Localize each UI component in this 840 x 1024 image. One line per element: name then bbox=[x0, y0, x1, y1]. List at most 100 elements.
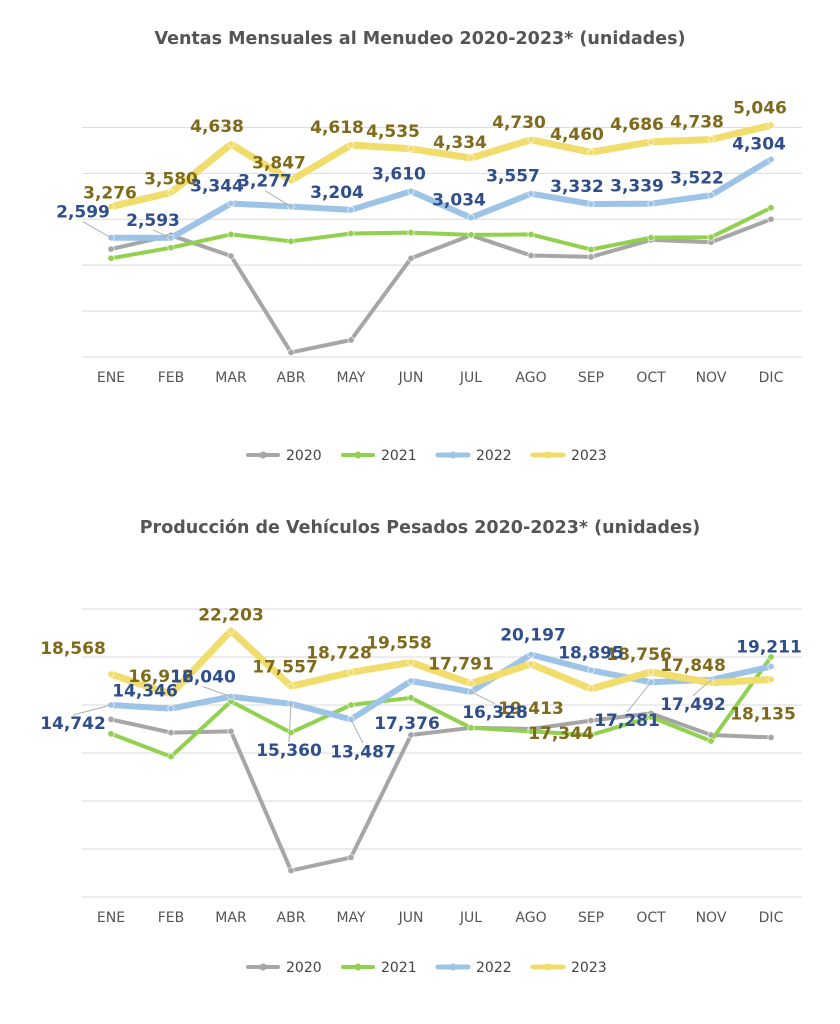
legend-marker-2021 bbox=[354, 451, 362, 459]
data-point-2022 bbox=[407, 187, 415, 195]
legend-label-2022: 2022 bbox=[476, 960, 512, 976]
data-label-2023: 17,557 bbox=[252, 657, 318, 677]
label-leader-line bbox=[470, 691, 496, 705]
data-label-2022: 14,742 bbox=[40, 714, 106, 734]
x-tick-label: AGO bbox=[515, 370, 546, 386]
label-leader-line bbox=[288, 703, 292, 742]
label-leader-line bbox=[264, 190, 292, 207]
data-point-2021 bbox=[107, 254, 115, 262]
data-label-2023: 4,334 bbox=[433, 133, 487, 153]
data-point-2023 bbox=[767, 121, 775, 129]
data-point-2022 bbox=[647, 200, 655, 208]
data-label-2023: 4,738 bbox=[670, 112, 724, 132]
data-label-2022: 3,557 bbox=[486, 167, 540, 187]
data-point-2023 bbox=[587, 148, 595, 156]
label-leader-line bbox=[152, 229, 172, 239]
data-label-2022: 3,034 bbox=[432, 191, 486, 211]
data-point-2023 bbox=[347, 141, 355, 149]
data-label-2022: 4,304 bbox=[732, 134, 786, 154]
x-tick-label: FEB bbox=[158, 910, 185, 926]
legend-marker-2022 bbox=[449, 963, 457, 971]
data-label-2023: 18,135 bbox=[730, 704, 796, 724]
series-line-2022 bbox=[108, 156, 774, 241]
series-line-2021 bbox=[109, 205, 773, 261]
data-point-2021 bbox=[707, 737, 715, 745]
data-point-2023 bbox=[287, 682, 295, 690]
data-point-2022 bbox=[767, 155, 775, 163]
x-tick-label: JUN bbox=[398, 370, 424, 386]
data-label-2022: 2,599 bbox=[56, 203, 110, 223]
chart-title: Producción de Vehículos Pesados 2020-202… bbox=[140, 518, 701, 538]
data-label-2023: 22,203 bbox=[198, 606, 264, 626]
legend-label-2020: 2020 bbox=[286, 448, 322, 464]
data-point-2023 bbox=[407, 658, 415, 666]
data-label-2022: 3,339 bbox=[610, 177, 664, 197]
data-point-2021 bbox=[347, 229, 355, 237]
data-point-2023 bbox=[227, 140, 235, 148]
data-label-2023: 5,046 bbox=[733, 98, 787, 118]
data-point-2020 bbox=[287, 867, 295, 875]
x-tick-label: NOV bbox=[696, 910, 727, 926]
data-point-2023 bbox=[167, 189, 175, 197]
series-line-2022 bbox=[108, 651, 774, 723]
data-point-2020 bbox=[107, 245, 115, 253]
x-tick-label: MAY bbox=[336, 370, 366, 386]
data-label-2022: 17,492 bbox=[660, 695, 726, 715]
data-point-2020 bbox=[287, 348, 295, 356]
x-tick-label: DIC bbox=[759, 370, 784, 386]
data-label-2022: 3,522 bbox=[670, 168, 724, 188]
data-point-2023 bbox=[587, 685, 595, 693]
x-tick-label: AGO bbox=[515, 910, 546, 926]
data-point-2023 bbox=[167, 690, 175, 698]
data-label-2022: 20,197 bbox=[500, 626, 566, 646]
series-line-2023 bbox=[107, 121, 775, 211]
data-label-2022: 14,346 bbox=[112, 682, 178, 702]
data-point-2023 bbox=[527, 136, 535, 144]
data-point-2021 bbox=[467, 231, 475, 239]
x-tick-label: FEB bbox=[158, 370, 185, 386]
data-point-2023 bbox=[467, 154, 475, 162]
data-point-2020 bbox=[227, 727, 235, 735]
data-point-2022 bbox=[347, 206, 355, 214]
data-point-2022 bbox=[527, 651, 535, 659]
data-label-2022: 3,277 bbox=[238, 172, 292, 192]
series-line-2020 bbox=[109, 217, 773, 355]
data-point-2023 bbox=[107, 670, 115, 678]
data-point-2022 bbox=[407, 677, 415, 685]
x-tick-label: ABR bbox=[277, 910, 306, 926]
x-tick-label: JUL bbox=[459, 370, 482, 386]
data-point-2023 bbox=[287, 176, 295, 184]
data-point-2020 bbox=[587, 717, 595, 725]
label-leader-line bbox=[72, 704, 112, 716]
data-point-2021 bbox=[407, 694, 415, 702]
data-point-2021 bbox=[167, 753, 175, 761]
data-label-2022: 3,344 bbox=[190, 176, 244, 196]
legend-marker-2021 bbox=[354, 963, 362, 971]
legend-marker-2023 bbox=[544, 451, 552, 459]
data-point-2020 bbox=[227, 252, 235, 260]
data-point-2022 bbox=[767, 662, 775, 670]
data-point-2021 bbox=[767, 653, 775, 661]
data-label-2023: 17,848 bbox=[660, 656, 726, 676]
data-point-2022 bbox=[467, 214, 475, 222]
data-label-2022: 3,610 bbox=[372, 164, 426, 184]
data-point-2021 bbox=[107, 730, 115, 738]
legend-label-2023: 2023 bbox=[571, 448, 607, 464]
data-point-2021 bbox=[767, 204, 775, 212]
x-tick-label: SEP bbox=[578, 910, 604, 926]
legend-marker-2020 bbox=[259, 451, 267, 459]
data-point-2023 bbox=[407, 145, 415, 153]
data-point-2023 bbox=[467, 680, 475, 688]
x-tick-label: ABR bbox=[277, 370, 306, 386]
data-point-2022 bbox=[587, 200, 595, 208]
data-point-2022 bbox=[227, 199, 235, 207]
data-point-2021 bbox=[227, 230, 235, 238]
data-point-2021 bbox=[707, 233, 715, 241]
x-tick-label: MAR bbox=[215, 910, 247, 926]
data-point-2020 bbox=[407, 731, 415, 739]
x-tick-label: ENE bbox=[97, 910, 125, 926]
data-point-2021 bbox=[287, 729, 295, 737]
data-label-2022: 3,332 bbox=[550, 177, 604, 197]
data-point-2020 bbox=[767, 215, 775, 223]
data-point-2020 bbox=[107, 715, 115, 723]
